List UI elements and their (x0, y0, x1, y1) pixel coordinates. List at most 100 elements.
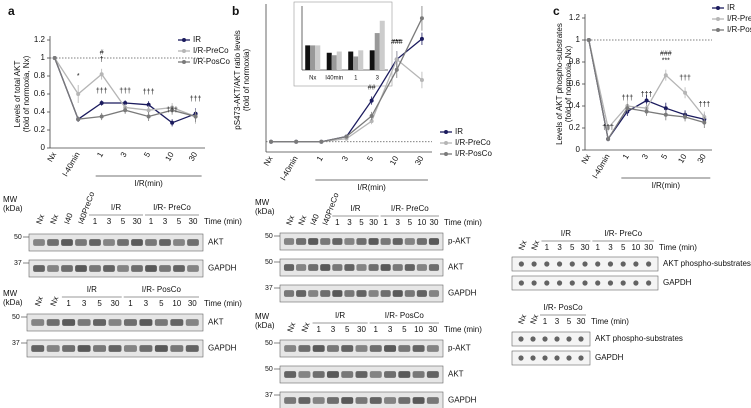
lane-label: 1 (66, 299, 71, 308)
lane-label: Nx (286, 321, 298, 333)
blot-band (283, 238, 295, 245)
inset-bar (379, 20, 385, 70)
legend-marker (444, 141, 448, 145)
group-label: I/R- PosCo (543, 303, 583, 312)
x-tick-label: 5 (142, 150, 152, 159)
legend-label: IR (727, 3, 735, 12)
y-tick-label: 0.2 (569, 123, 581, 132)
blot-dot (531, 261, 537, 267)
row-label: GAPDH (208, 344, 237, 353)
significance-mark: * (77, 73, 80, 80)
significance-mark: ††† (119, 88, 131, 95)
blot-band (392, 238, 403, 245)
lane-label: 3 (107, 217, 112, 226)
blot-band (170, 345, 184, 352)
panel-label: a (8, 4, 15, 18)
data-point (344, 134, 349, 139)
legend-marker (182, 38, 186, 42)
blot-band (284, 371, 297, 378)
lane-label: 5 (345, 325, 350, 334)
significance-mark: *** (662, 58, 670, 65)
group-label: I/R- PosCo (142, 285, 182, 294)
blot-dot (633, 280, 639, 286)
blot-band (312, 397, 325, 404)
lane-label: 1 (543, 317, 548, 326)
blot-band (416, 238, 427, 245)
x-axis-label: I/R(min) (357, 183, 386, 192)
blot-band (326, 345, 339, 352)
mw-marker: 37 (14, 260, 22, 267)
mw-marker: 37 (265, 285, 273, 292)
panel-label: c (553, 4, 560, 18)
blot-band (392, 290, 403, 297)
blot-dot (569, 261, 575, 267)
blot-dot (595, 280, 601, 286)
significance-mark: † (100, 57, 104, 64)
inset-bar (369, 50, 375, 70)
x-tick-label: 3 (119, 150, 129, 159)
row-label: GAPDH (448, 289, 477, 298)
blot-band (108, 319, 122, 326)
lane-label: 3 (608, 243, 613, 252)
data-point (369, 119, 374, 124)
inset-bar (331, 55, 337, 70)
blot-band (31, 345, 45, 352)
blot-band (368, 264, 379, 271)
blot-band (47, 265, 59, 272)
blot-membrane (511, 350, 591, 366)
legend-label: I/R-PreCo (727, 14, 751, 23)
lane-label: Nx (517, 239, 529, 251)
inset-bar (374, 33, 380, 70)
blot-band (298, 345, 311, 352)
inset-bar (326, 52, 332, 70)
lane-label: I40 (62, 211, 74, 225)
blot-band (284, 345, 297, 352)
blot-band (398, 345, 411, 352)
blot-band (332, 264, 343, 271)
lane-label: 30 (577, 317, 586, 326)
lane-label: 1 (383, 218, 388, 227)
blot-band (31, 319, 45, 326)
blot-band (283, 264, 295, 271)
blot-dot (620, 261, 626, 267)
blot-dot (554, 355, 560, 361)
blot-band (187, 265, 199, 272)
blot-band (312, 345, 325, 352)
mw-marker: 50 (265, 340, 273, 347)
data-point (683, 115, 688, 119)
row-label: p-AKT (448, 237, 471, 246)
group-label: I/R (87, 285, 97, 294)
x-tick-label: 3 (640, 152, 650, 161)
mw-marker: 37 (12, 340, 20, 347)
legend-label: I/R-PreCo (193, 46, 229, 55)
x-tick-label: I-40min (61, 151, 82, 179)
blot-band (123, 319, 137, 326)
data-point (683, 90, 688, 95)
lane-label: 3 (82, 299, 87, 308)
legend-label: I/R-PreCo (455, 138, 491, 147)
lane-label: 1 (374, 325, 379, 334)
group-label: I/R- PreCo (604, 229, 642, 238)
lane-label: 5 (570, 243, 575, 252)
blot-band (320, 238, 331, 245)
legend-marker (444, 152, 448, 156)
time-label: Time (min) (204, 299, 242, 308)
blot-band (356, 238, 367, 245)
time-label: Time (min) (591, 317, 629, 326)
panel-label: b (232, 4, 239, 18)
inset-x-label: I40min (325, 76, 343, 82)
x-tick-label: 1 (315, 154, 325, 163)
blot-band (416, 290, 427, 297)
blot-band (185, 345, 199, 352)
blot-band (159, 239, 171, 246)
data-point (170, 108, 175, 113)
blot-band (426, 345, 439, 352)
legend-label: IR (455, 127, 463, 136)
legend-marker (182, 60, 186, 64)
blot-band (308, 290, 319, 297)
blot-dot (530, 355, 536, 361)
blot-dot (569, 280, 575, 286)
row-label: AKT (448, 263, 464, 272)
blot-band (428, 238, 440, 245)
lane-label: 1 (596, 243, 601, 252)
